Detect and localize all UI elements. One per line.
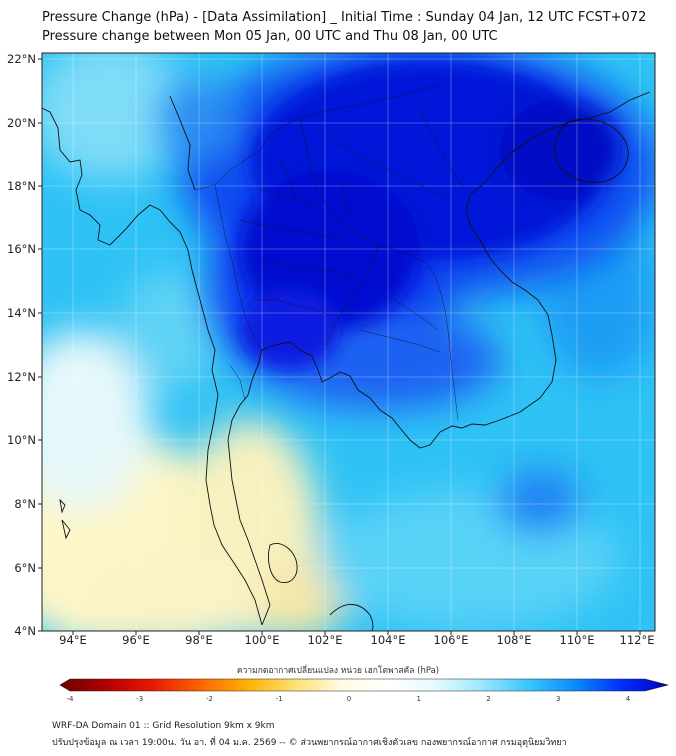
colorbar-tick-label: -3 [136,695,143,703]
lat-tick-label: 8°N [14,497,36,511]
coastlines [42,91,651,631]
lat-tick-label: 14°N [7,306,36,320]
lon-tick-label: 110°E [560,633,595,647]
lon-tick-label: 98°E [185,633,213,647]
lat-tick-label: 22°N [7,52,36,66]
lat-tick-label: 16°N [7,242,36,256]
lon-tick-label: 94°E [59,633,87,647]
lat-tick-label: 10°N [7,433,36,447]
colorbar-tick-label: 3 [556,695,560,703]
lon-tick-label: 102°E [308,633,343,647]
lon-tick-label: 104°E [371,633,406,647]
lon-tick-label: 96°E [122,633,150,647]
colorbar: -4 -3 -2 -1 0 1 2 3 4 [59,678,670,703]
lon-tick-label: 108°E [497,633,532,647]
lat-tick-label: 12°N [7,370,36,384]
map-title: Pressure Change (hPa) - [Data Assimilati… [42,10,647,25]
gridlines [42,53,655,631]
footer-update-info: ปรับปรุงข้อมูล ณ เวลา 19:00น. วัน อา. ที… [52,738,567,748]
lon-tick-label: 100°E [245,633,280,647]
lat-tick-label: 4°N [14,624,36,638]
lat-tick-label: 18°N [7,179,36,193]
colorbar-tick-label: 0 [347,695,351,703]
lon-tick-label: 112°E [620,633,655,647]
lat-tick-label: 6°N [14,561,36,575]
colorbar-tick-label: 2 [486,695,490,703]
colorbar-tick-label: 1 [417,695,421,703]
lat-tick-label: 20°N [7,116,36,130]
colorbar-label: ความกดอากาศเปลี่ยนแปลง หน่วย เฮกโตพาสคัล… [236,666,440,676]
map-subtitle: Pressure change between Mon 05 Jan, 00 U… [42,29,498,44]
footer-model-info: WRF-DA Domain 01 :: Grid Resolution 9km … [52,721,275,731]
colorbar-tick-label: -1 [276,695,283,703]
admin-borders [194,84,466,421]
colorbar-tick-label: -4 [67,695,75,703]
pressure-field [42,53,655,631]
lon-tick-label: 106°E [434,633,469,647]
map-frame [41,52,656,632]
colorbar-tick-label: -2 [206,695,213,703]
colorbar-tick-label: 4 [626,695,631,703]
